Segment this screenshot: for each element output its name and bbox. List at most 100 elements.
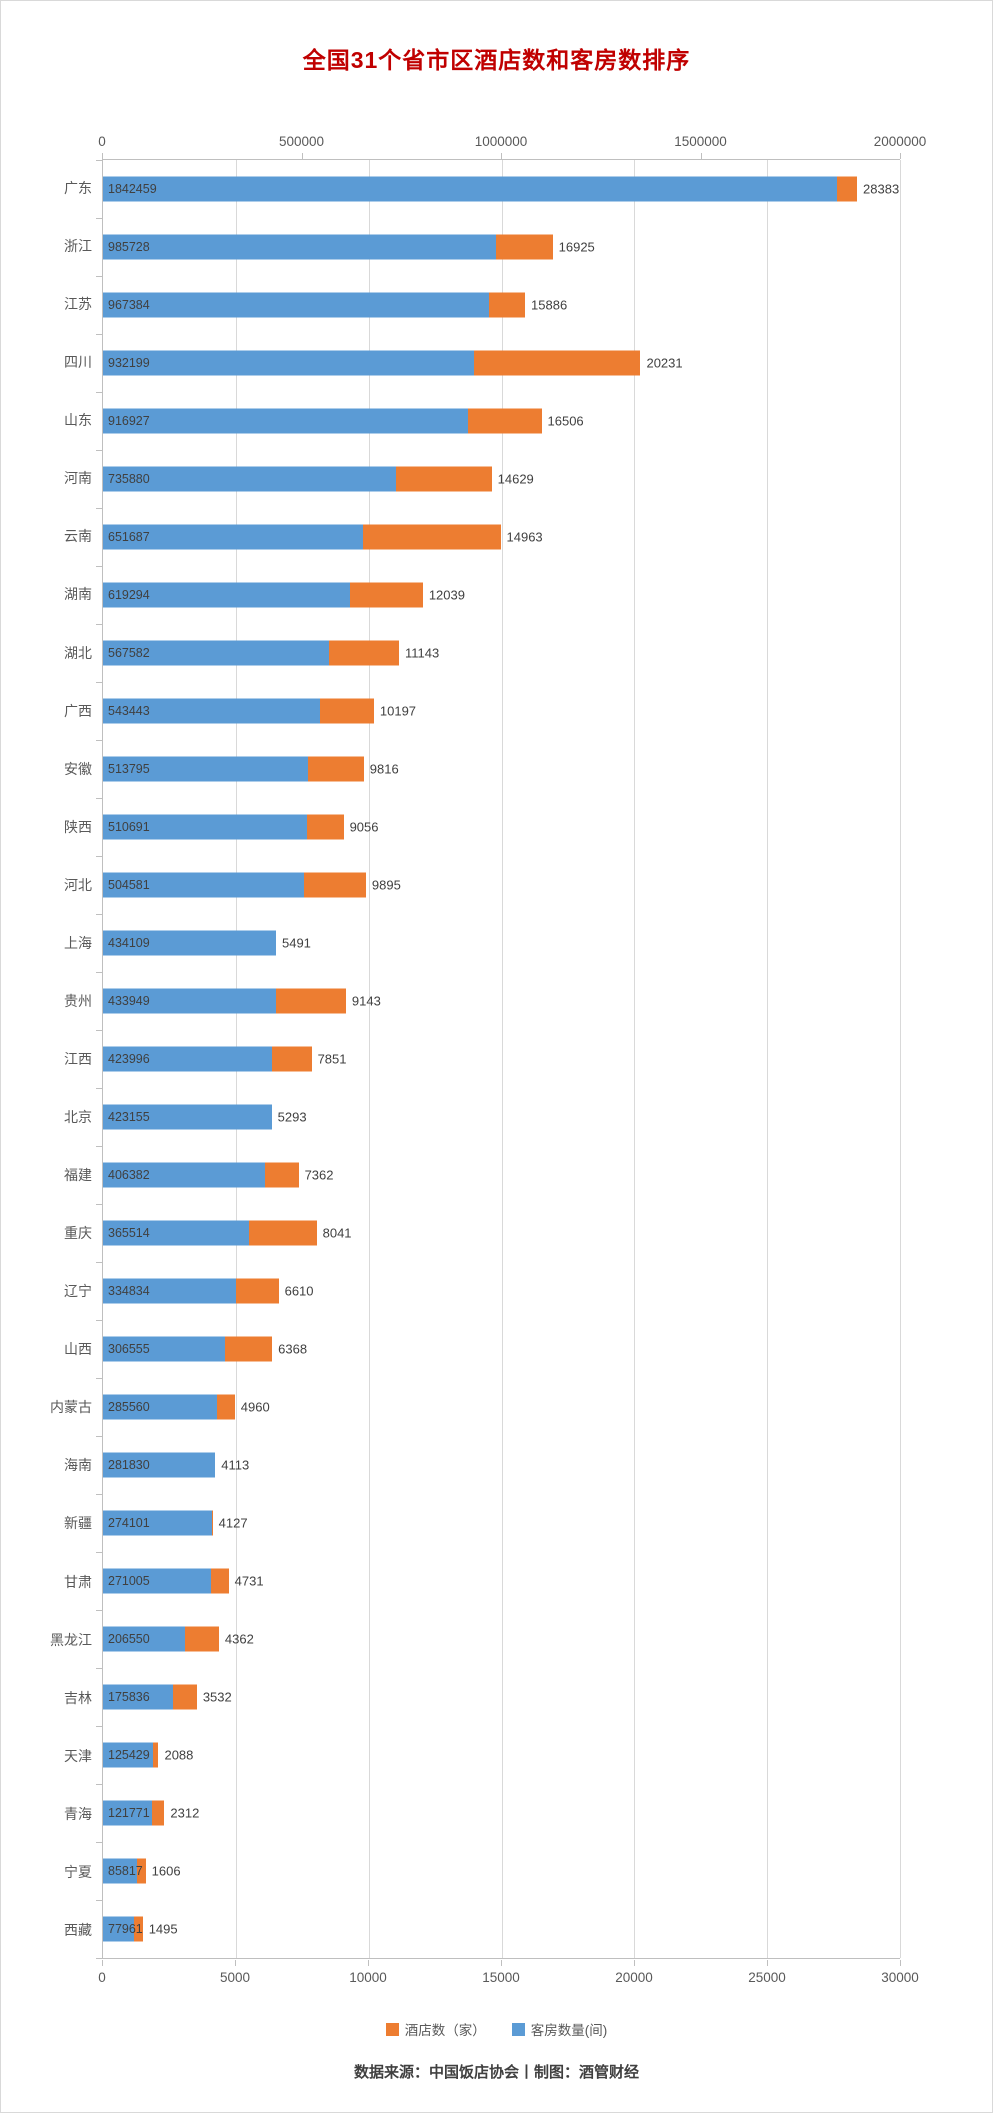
hotel-count-label: 4113 bbox=[221, 1457, 250, 1473]
hotel-count-label: 4960 bbox=[240, 1399, 270, 1415]
room-count-label: 423996 bbox=[108, 1052, 150, 1066]
room-count-label: 567582 bbox=[108, 646, 150, 660]
hotel-count-label: 4731 bbox=[234, 1573, 264, 1589]
category-label: 广东 bbox=[64, 180, 92, 197]
category-axis-tick bbox=[96, 334, 102, 335]
chart-row: 932199 20231 bbox=[103, 334, 900, 392]
room-count-label: 619294 bbox=[108, 588, 150, 602]
category-axis-tick bbox=[96, 508, 102, 509]
gridline bbox=[900, 160, 901, 1958]
category-label: 山东 bbox=[64, 412, 92, 429]
room-count-label: 271005 bbox=[108, 1574, 150, 1588]
gridline bbox=[368, 160, 370, 1958]
category-axis-tick bbox=[96, 1146, 102, 1147]
top-axis-tick-label: 0 bbox=[98, 134, 106, 149]
category-label: 山西 bbox=[64, 1341, 92, 1358]
room-count-bar bbox=[103, 1278, 237, 1304]
chart-row: 281830 4113 bbox=[103, 1436, 900, 1494]
chart-row: 651687 14963 bbox=[103, 508, 900, 566]
category-label: 宁夏 bbox=[64, 1863, 92, 1880]
hotel-count-label: 14963 bbox=[506, 529, 543, 545]
gridline bbox=[634, 160, 636, 1958]
room-count-bar bbox=[103, 1916, 135, 1942]
chart-row: 271005 4731 bbox=[103, 1552, 900, 1610]
room-count-label: 306555 bbox=[108, 1342, 150, 1356]
category-label: 广西 bbox=[64, 702, 92, 719]
room-count-bar bbox=[103, 176, 838, 202]
room-count-bar bbox=[103, 524, 363, 550]
room-count-label: 967384 bbox=[108, 298, 150, 312]
chart-row: 77961 1495 bbox=[103, 1900, 900, 1958]
category-axis-tick bbox=[96, 740, 102, 741]
category-axis-tick bbox=[96, 1842, 102, 1843]
hotel-count-label: 3532 bbox=[202, 1689, 232, 1705]
category-label: 云南 bbox=[64, 528, 92, 545]
room-count-bar bbox=[103, 408, 469, 434]
room-count-label: 175836 bbox=[108, 1690, 150, 1704]
hotel-count-label: 14629 bbox=[497, 471, 534, 487]
room-count-label: 543443 bbox=[108, 704, 150, 718]
category-axis-tick bbox=[96, 1204, 102, 1205]
bottom-axis-tick bbox=[102, 1960, 103, 1966]
hotel-count-label: 10197 bbox=[379, 703, 417, 719]
chart-row: 206550 4362 bbox=[103, 1610, 900, 1668]
room-count-bar bbox=[103, 1162, 265, 1188]
chart-row: 513795 9816 bbox=[103, 740, 900, 798]
room-count-bar bbox=[103, 1394, 217, 1420]
legend-label: 客房数量(间) bbox=[530, 2023, 608, 2038]
bottom-axis-tick-label: 15000 bbox=[482, 1970, 520, 1985]
category-axis-tick bbox=[96, 972, 102, 973]
bottom-axis-tick bbox=[633, 1960, 635, 1966]
category-axis-tick bbox=[96, 1726, 102, 1727]
room-count-label: 274101 bbox=[108, 1516, 150, 1530]
room-count-bar bbox=[103, 1104, 272, 1130]
hotel-count-label: 1606 bbox=[151, 1863, 181, 1879]
category-label: 天津 bbox=[64, 1747, 92, 1764]
chart-row: 916927 16506 bbox=[103, 392, 900, 450]
room-count-bar bbox=[103, 814, 307, 840]
source-note: 数据来源：中国饭店协会丨制图：酒管财经 bbox=[353, 2064, 639, 2081]
bottom-axis-tick-label: 0 bbox=[98, 1970, 106, 1985]
category-label: 湖北 bbox=[64, 644, 92, 661]
category-axis-tick bbox=[96, 1552, 102, 1553]
chart-row: 121771 2312 bbox=[103, 1784, 900, 1842]
category-label: 内蒙古 bbox=[50, 1399, 92, 1416]
hotel-count-label: 16925 bbox=[558, 239, 595, 255]
hotel-count-label: 4127 bbox=[218, 1515, 248, 1531]
room-count-label: 85817 bbox=[108, 1864, 143, 1878]
category-label: 吉林 bbox=[64, 1689, 92, 1706]
hotel-count-label: 1495 bbox=[148, 1921, 178, 1937]
bottom-axis-tick-label: 25000 bbox=[748, 1970, 786, 1985]
room-count-bar bbox=[103, 988, 276, 1014]
legend-item-rooms: 客房数量(间) bbox=[511, 2019, 608, 2039]
plot-area: 1842459 28383 985728 16925 967384 15886 932199… bbox=[96, 159, 901, 1959]
legend-swatch bbox=[511, 2022, 525, 2036]
chart-row: 274101 4127 bbox=[103, 1494, 900, 1552]
room-count-label: 121771 bbox=[108, 1806, 150, 1820]
room-count-bar bbox=[103, 1336, 226, 1362]
chart-row: 85817 1606 bbox=[103, 1842, 900, 1900]
chart-row: 567582 11143 bbox=[103, 624, 900, 682]
category-label: 江苏 bbox=[64, 296, 92, 313]
category-axis-tick bbox=[96, 1378, 102, 1379]
category-label: 新疆 bbox=[64, 1515, 92, 1532]
category-axis-tick bbox=[96, 1610, 102, 1611]
category-label: 辽宁 bbox=[64, 1283, 92, 1300]
room-count-label: 916927 bbox=[108, 414, 150, 428]
chart-row: 434109 5491 bbox=[103, 914, 900, 972]
chart-row: 543443 10197 bbox=[103, 682, 900, 740]
hotel-count-label: 9895 bbox=[371, 877, 401, 893]
chart-row: 365514 8041 bbox=[103, 1204, 900, 1262]
hotel-count-label: 28383 bbox=[863, 181, 900, 197]
legend-label: 酒店数（家） bbox=[404, 2023, 486, 2038]
category-axis-tick bbox=[96, 1900, 102, 1901]
category-axis-tick bbox=[96, 1088, 102, 1089]
hotel-count-label: 9056 bbox=[349, 819, 379, 835]
category-axis-tick bbox=[96, 1958, 102, 1959]
category-axis-tick bbox=[96, 1030, 102, 1031]
hotel-count-label: 9816 bbox=[369, 761, 399, 777]
room-count-label: 433949 bbox=[108, 994, 150, 1008]
hotel-count-label: 6368 bbox=[278, 1341, 308, 1357]
chart-row: 334834 6610 bbox=[103, 1262, 900, 1320]
